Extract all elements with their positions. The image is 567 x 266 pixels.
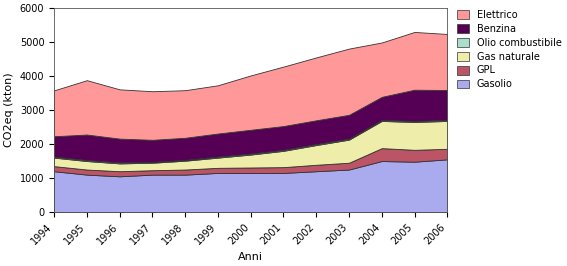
X-axis label: Anni: Anni bbox=[238, 252, 263, 262]
Legend: Elettrico, Benzina, Olio combustibile, Gas naturale, GPL, Gasolio: Elettrico, Benzina, Olio combustibile, G… bbox=[456, 9, 562, 90]
Y-axis label: CO2eq (kton): CO2eq (kton) bbox=[4, 73, 14, 147]
